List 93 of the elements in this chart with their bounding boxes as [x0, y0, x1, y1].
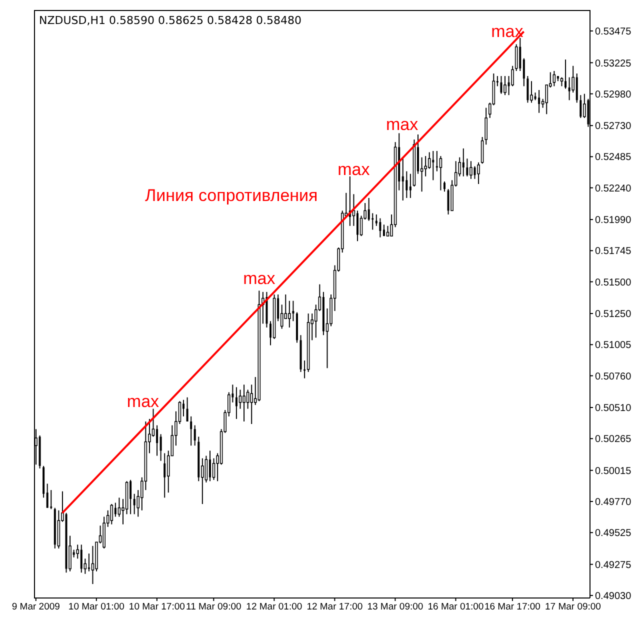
candlestick — [443, 180, 446, 192]
annotation: Линия сопротивления — [145, 186, 318, 206]
candlestick — [462, 148, 464, 177]
candlestick — [246, 389, 250, 410]
x-tick-label: 9 Mar 2009 — [12, 602, 60, 613]
candlestick — [522, 58, 525, 87]
candlestick — [406, 170, 408, 198]
x-tick-label: 12 Mar 17:00 — [306, 602, 363, 613]
y-tick-label: 0.53475 — [595, 26, 632, 38]
candlestick — [292, 300, 294, 322]
y-tick-label: 0.51500 — [595, 277, 632, 288]
candlestick — [436, 150, 438, 172]
x-tick-label: 16 Mar 17:00 — [484, 602, 540, 613]
candlestick — [402, 156, 404, 201]
x-tick-label: 17 Mar 09:00 — [544, 602, 601, 613]
candlestick — [580, 94, 582, 118]
candlestick — [110, 504, 114, 525]
annotation: max — [386, 114, 418, 135]
y-tick-label: 0.50265 — [595, 434, 632, 446]
candlestick — [356, 210, 358, 242]
candlestick — [235, 386, 238, 420]
y-tick-label: 0.52485 — [595, 152, 632, 164]
candlestick — [91, 545, 94, 585]
y-tick-label: 0.53225 — [595, 58, 632, 70]
annotation: max — [126, 392, 160, 412]
y-tick-label: 0.49525 — [595, 528, 632, 540]
candlestick — [160, 434, 162, 462]
candlestick — [204, 455, 208, 483]
candlestick — [114, 502, 116, 518]
candlestick — [80, 544, 82, 574]
candlestick — [46, 483, 48, 508]
y-tick-label: 0.52730 — [595, 121, 632, 132]
candlestick — [156, 424, 158, 456]
candlestick — [379, 218, 382, 238]
y-tick-label: 0.50015 — [595, 466, 632, 477]
candlestick — [519, 37, 522, 72]
candlestick — [386, 225, 390, 237]
candlestick — [164, 452, 166, 498]
x-tick-label: 10 Mar 17:00 — [128, 602, 185, 613]
annotation: max — [243, 269, 276, 290]
y-tick-label: 0.50760 — [595, 371, 632, 382]
candlestick — [409, 173, 412, 198]
candlestick — [526, 76, 529, 104]
candlestick — [474, 166, 476, 180]
y-tick-label: 0.52980 — [595, 89, 632, 100]
x-tick-label: 10 Mar 01:00 — [68, 602, 124, 613]
candlestick — [538, 90, 540, 114]
candlestick — [238, 389, 242, 410]
candlestick — [500, 76, 502, 94]
candlestick — [470, 160, 472, 180]
candlestick — [186, 396, 188, 422]
candlestick — [439, 156, 442, 191]
candlestick — [564, 59, 567, 90]
x-tick-label: 12 Mar 01:00 — [246, 602, 302, 613]
chart-title: NZDUSD,H1 0.58590 0.58625 0.58428 0.58480 — [39, 14, 302, 27]
candlestick — [118, 497, 121, 518]
y-tick-label: 0.52240 — [595, 183, 632, 194]
y-tick-label: 0.49770 — [595, 497, 632, 508]
candlestick — [190, 416, 192, 446]
candlestick — [447, 188, 450, 215]
candlestick — [133, 493, 136, 515]
candlestick — [194, 424, 196, 446]
candlestick — [242, 384, 246, 422]
candlestick — [576, 73, 578, 104]
annotation: max — [338, 160, 370, 180]
y-tick-label: 0.50510 — [595, 403, 632, 414]
y-tick-label: 0.49275 — [595, 560, 632, 571]
candlestick — [466, 158, 468, 177]
candlestick — [130, 479, 132, 515]
y-tick-label: 0.51250 — [595, 309, 632, 320]
candlestick — [208, 450, 211, 482]
x-tick-label: 11 Mar 09:00 — [186, 602, 242, 613]
y-tick-label: 0.51005 — [595, 340, 632, 352]
candlestick — [50, 490, 52, 510]
candlestick — [288, 300, 291, 328]
candlestick — [250, 384, 253, 425]
candlestick — [88, 553, 90, 572]
y-tick-label: 0.51745 — [595, 246, 632, 258]
candlestick — [477, 162, 480, 184]
candlestick — [432, 150, 434, 181]
candlestick — [545, 84, 548, 115]
y-tick-label: 0.51990 — [595, 215, 632, 226]
candlestick — [212, 458, 216, 480]
x-tick-label: 16 Mar 01:00 — [428, 602, 484, 613]
candlestick — [552, 70, 556, 87]
candlestick — [504, 76, 506, 96]
candlestick — [368, 197, 370, 222]
candlestick — [568, 76, 570, 101]
candlestick — [34, 428, 38, 466]
candlestick — [530, 80, 533, 104]
y-tick-label: 0.49030 — [595, 591, 632, 602]
x-tick-label: 13 Mar 09:00 — [367, 602, 424, 613]
annotation: max — [491, 22, 524, 42]
